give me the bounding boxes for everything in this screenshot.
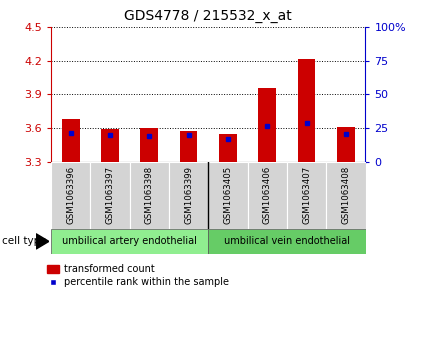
Text: GSM1063397: GSM1063397	[105, 166, 114, 224]
Text: umbilical artery endothelial: umbilical artery endothelial	[62, 236, 197, 246]
Bar	[140, 128, 158, 162]
Bar	[298, 58, 315, 162]
Text: GSM1063396: GSM1063396	[66, 166, 75, 224]
Text: cell type: cell type	[2, 236, 47, 246]
Bar	[169, 162, 208, 229]
Bar	[219, 134, 237, 162]
Legend: transformed count, percentile rank within the sample: transformed count, percentile rank withi…	[47, 264, 229, 287]
Bar	[130, 162, 169, 229]
Title: GDS4778 / 215532_x_at: GDS4778 / 215532_x_at	[125, 9, 292, 24]
Bar	[51, 229, 208, 254]
Text: GSM1063398: GSM1063398	[145, 166, 154, 224]
Text: GSM1063408: GSM1063408	[341, 166, 350, 224]
Polygon shape	[36, 234, 49, 249]
Bar	[90, 162, 130, 229]
Bar	[247, 162, 287, 229]
Bar	[62, 119, 79, 162]
Bar	[287, 162, 326, 229]
Bar	[51, 162, 90, 229]
Text: GSM1063399: GSM1063399	[184, 166, 193, 224]
Bar	[101, 129, 119, 162]
Bar	[180, 131, 198, 162]
Bar	[258, 87, 276, 162]
Text: GSM1063405: GSM1063405	[224, 166, 232, 224]
Bar	[337, 127, 355, 162]
Text: GSM1063407: GSM1063407	[302, 166, 311, 224]
Bar	[208, 229, 366, 254]
Text: GSM1063406: GSM1063406	[263, 166, 272, 224]
Bar	[208, 162, 247, 229]
Bar	[326, 162, 366, 229]
Text: umbilical vein endothelial: umbilical vein endothelial	[224, 236, 350, 246]
